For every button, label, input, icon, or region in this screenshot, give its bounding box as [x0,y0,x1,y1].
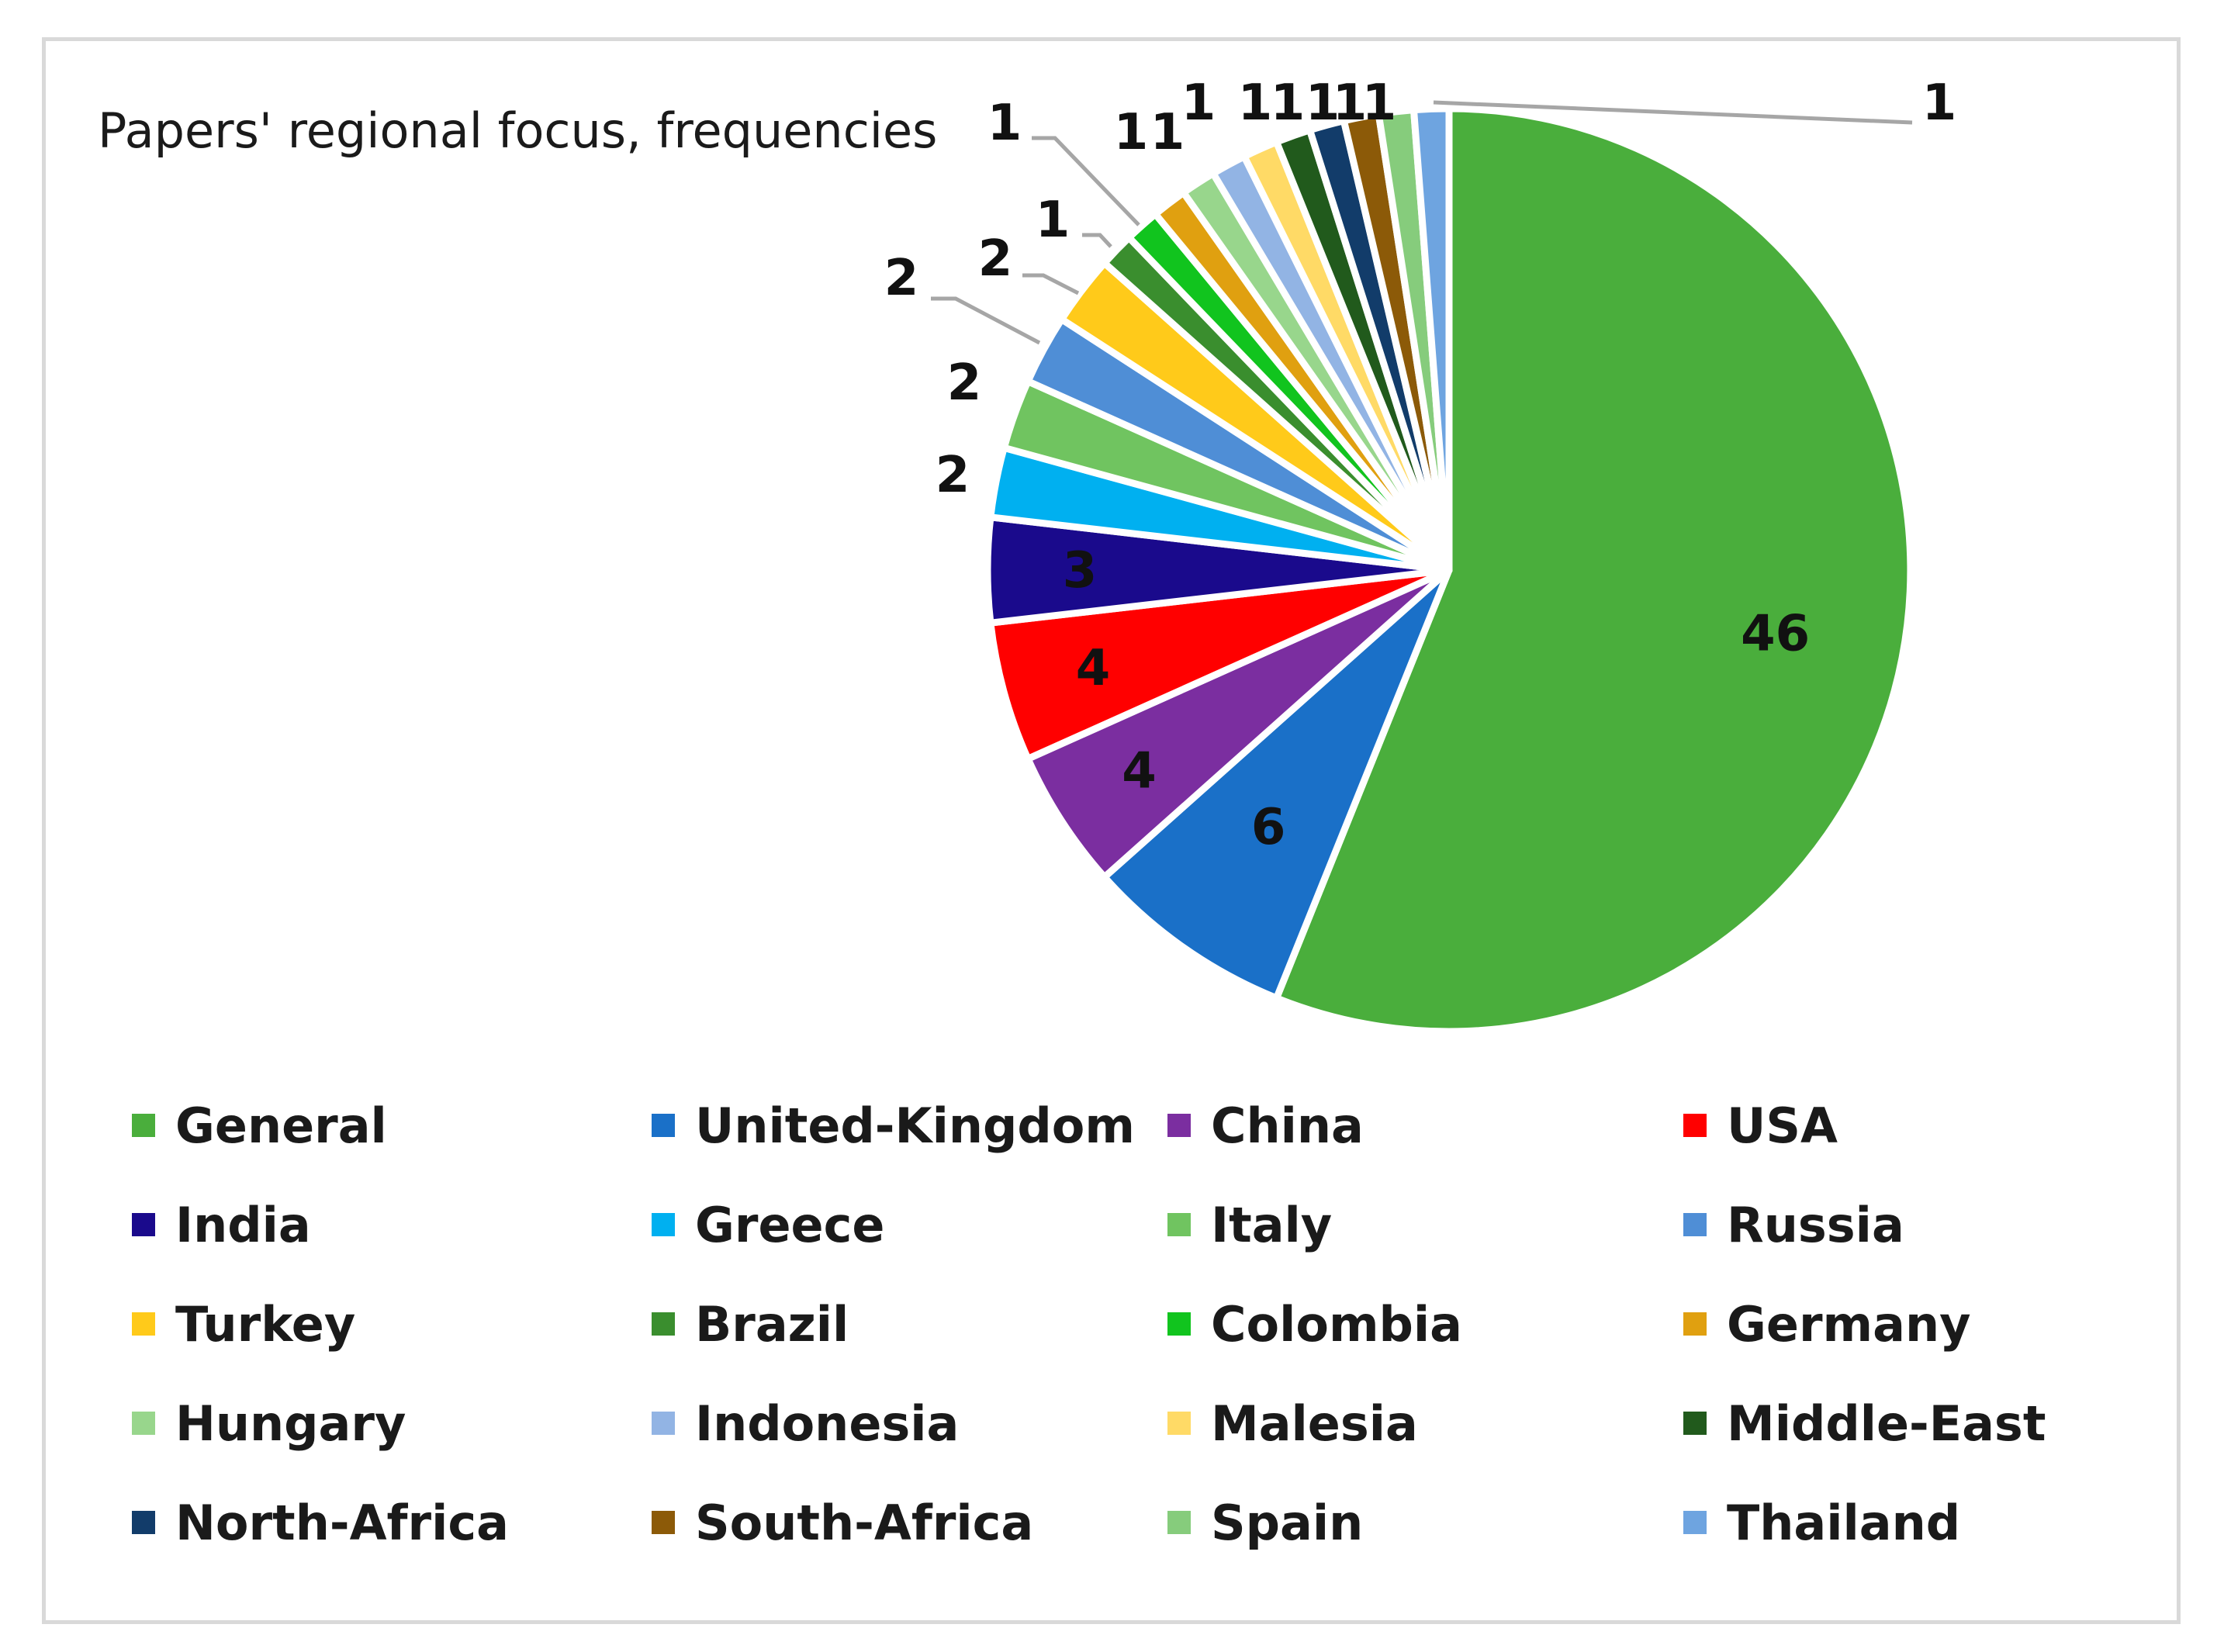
legend-swatch [1167,1312,1191,1336]
legend-label: South-Africa [695,1494,1034,1551]
legend-label: General [175,1097,387,1154]
legend-label: Thailand [1727,1494,1961,1551]
data-label-usa: 4 [1076,640,1111,697]
legend-label: Germany [1727,1295,1971,1353]
data-label-spain: 1 [1362,74,1397,132]
data-label-thailand: 1 [1922,74,1957,132]
data-label-china: 4 [1122,743,1157,800]
legend-item-italy: Italy [1167,1193,1683,1256]
legend: General United-Kingdom China USA India Greece… [132,1094,2118,1554]
legend-item-colombia: Colombia [1167,1292,1683,1356]
legend-label: Greece [695,1196,885,1253]
legend-label: Spain [1211,1494,1364,1551]
leader-line-turkey [1022,273,1080,295]
leader-line-russia [931,296,1041,345]
legend-swatch [1683,1412,1707,1435]
legend-item-united-kingdom: United-Kingdom [652,1094,1167,1157]
legend-item-turkey: Turkey [132,1292,652,1356]
legend-label: Hungary [175,1395,406,1452]
data-label-general: 46 [1741,606,1810,663]
legend-item-india: India [132,1193,652,1256]
legend-swatch [652,1114,675,1137]
legend-item-germany: Germany [1683,1292,2118,1356]
legend-item-spain: Spain [1167,1491,1683,1554]
data-label-indonesia: 1 [1181,74,1216,132]
data-label-turkey: 2 [978,230,1013,288]
data-label-india: 3 [1063,542,1098,600]
legend-item-middle-east: Middle-East [1683,1391,2118,1455]
legend-swatch [652,1312,675,1336]
leader-line-thailand [1433,100,1913,125]
legend-label: Brazil [695,1295,849,1353]
legend-swatch [132,1213,155,1236]
legend-item-north-africa: North-Africa [132,1491,652,1554]
data-label-hungary: 1 [1150,104,1185,161]
data-label-malesia: 1 [1238,74,1273,132]
data-label-russia: 2 [884,250,919,307]
legend-item-general: General [132,1094,652,1157]
legend-swatch [1167,1412,1191,1435]
legend-swatch [1683,1213,1707,1236]
legend-swatch [132,1412,155,1435]
legend-item-usa: USA [1683,1094,2118,1157]
legend-item-indonesia: Indonesia [652,1391,1167,1455]
legend-item-hungary: Hungary [132,1391,652,1455]
pie-slice-general [1273,105,1914,1035]
data-label-north-africa: 1 [1306,74,1340,132]
legend-swatch [1167,1511,1191,1534]
legend-swatch [652,1213,675,1236]
legend-swatch [1683,1312,1707,1336]
chart-title: Papers' regional focus, frequencies [98,102,938,159]
legend-swatch [132,1312,155,1336]
legend-item-malesia: Malesia [1167,1391,1683,1455]
legend-item-greece: Greece [652,1193,1167,1256]
legend-item-brazil: Brazil [652,1292,1167,1356]
legend-label: Indonesia [695,1395,960,1452]
data-label-brazil: 1 [1036,192,1070,249]
legend-label: Italy [1211,1196,1333,1253]
legend-item-south-africa: South-Africa [652,1491,1167,1554]
legend-swatch [652,1412,675,1435]
legend-label: Middle-East [1727,1395,2046,1452]
leader-line-colombia [1032,136,1140,226]
data-label-south-africa: 1 [1333,74,1368,132]
legend-label: China [1211,1097,1364,1154]
data-label-united-kingdom: 6 [1251,799,1286,856]
legend-label: Colombia [1211,1295,1463,1353]
legend-label: India [175,1196,311,1253]
legend-item-russia: Russia [1683,1193,2118,1256]
leader-line-brazil [1082,233,1112,248]
data-label-italy: 2 [947,354,982,412]
legend-label: Turkey [175,1295,356,1353]
legend-swatch [652,1511,675,1534]
legend-swatch [1167,1114,1191,1137]
pie-slice-united-kingdom [1101,566,1453,1002]
data-label-germany: 1 [1114,104,1149,161]
legend-swatch [132,1511,155,1534]
legend-label: United-Kingdom [695,1097,1135,1154]
data-label-greece: 2 [936,447,970,504]
legend-item-thailand: Thailand [1683,1491,2118,1554]
data-label-middle-east: 1 [1271,74,1306,132]
pie-slice-thailand [1410,105,1453,574]
legend-label: Malesia [1211,1395,1418,1452]
legend-swatch [1167,1213,1191,1236]
legend-swatch [132,1114,155,1137]
legend-label: North-Africa [175,1494,509,1551]
legend-label: Russia [1727,1196,1904,1253]
legend-item-china: China [1167,1094,1683,1157]
legend-swatch [1683,1511,1707,1534]
data-label-colombia: 1 [987,95,1022,152]
legend-label: USA [1727,1097,1838,1154]
legend-swatch [1683,1114,1707,1137]
